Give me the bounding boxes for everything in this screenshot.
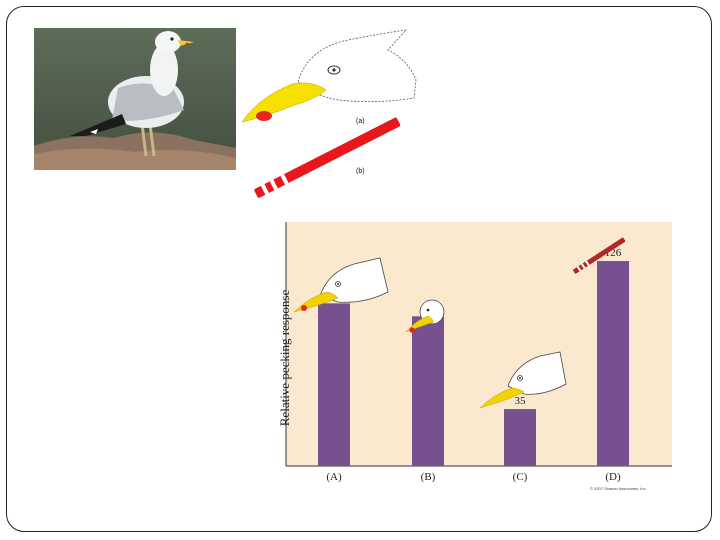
bar-value-label: 35 [515, 395, 527, 407]
chart-canvas: 100(A)92(B)35(C)126(D) [285, 222, 672, 483]
sketch-label-a: (a) [356, 118, 365, 125]
gull-head-outline [297, 29, 417, 102]
bar-0 [318, 303, 350, 466]
yellow-beak-model [241, 82, 327, 123]
beak-model-sketch [241, 29, 417, 198]
red-stick-model [254, 117, 401, 198]
copyright-text: © 2007 Sinauer Associates, Inc. [590, 486, 647, 491]
sketch-label-b: (b) [356, 168, 365, 175]
stimulus-d-stick-icon [573, 237, 626, 274]
bar-2 [504, 409, 536, 466]
stimulus-a-head-icon [293, 257, 389, 313]
red-spot-icon [256, 111, 272, 121]
pecking-response-chart: 100(A)92(B)35(C)126(D) [262, 220, 672, 496]
gull-eye-icon [327, 65, 341, 75]
stimulus-b-head-icon [405, 299, 445, 333]
stimulus-c-head-icon [479, 351, 567, 409]
bar-1 [412, 316, 444, 466]
gull-photo [34, 28, 236, 170]
slide-frame [6, 6, 712, 532]
bar-3 [597, 261, 629, 466]
category-label: (B) [421, 471, 436, 483]
y-axis-label: Relative pecking response [277, 289, 292, 427]
category-label: (C) [513, 471, 528, 483]
category-label: (D) [605, 471, 621, 483]
category-label: (A) [326, 471, 342, 483]
